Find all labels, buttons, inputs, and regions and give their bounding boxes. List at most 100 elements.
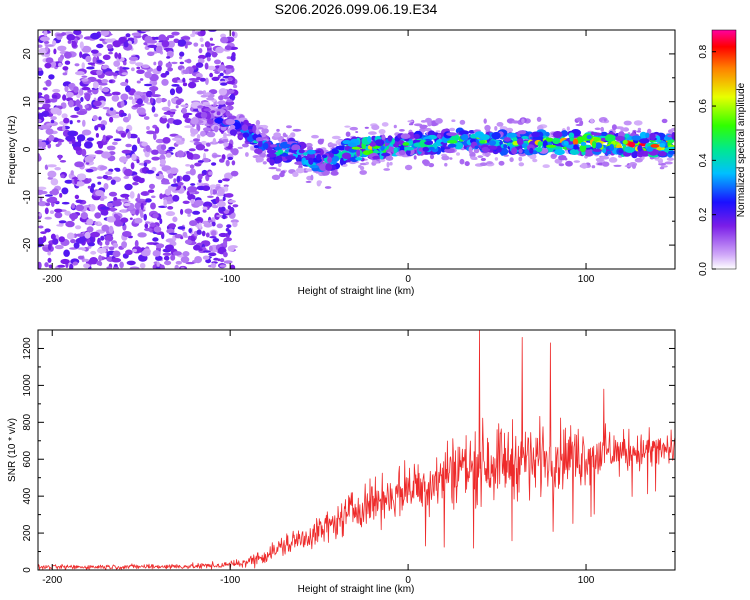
spectrogram-noise-cell — [102, 246, 110, 249]
spectrogram-signal-halo — [202, 127, 212, 132]
spectrogram-noise-cell — [130, 162, 135, 170]
spectrogram-noise-cell — [108, 225, 114, 234]
spectrogram-xtick-label: 100 — [578, 274, 595, 285]
spectrogram-signal-halo — [257, 127, 264, 130]
spectrogram-noise-cell — [220, 36, 229, 44]
spectrogram-noise-cell — [77, 173, 87, 181]
spectrogram-noise-cell — [141, 141, 148, 147]
spectrogram-signal-halo — [429, 154, 435, 160]
spectrogram-noise-cell — [171, 61, 178, 65]
spectrogram-noise-cell — [207, 65, 216, 71]
spectrogram-noise-cell — [100, 206, 110, 211]
spectrogram-noise-cell — [101, 224, 110, 232]
spectrogram-noise-cell — [231, 31, 235, 37]
spectrogram-signal-cell — [387, 135, 393, 142]
spectrogram-noise-cell — [95, 190, 105, 197]
spectrogram-signal-cell — [203, 108, 212, 112]
spectrogram-signal-halo — [355, 131, 359, 133]
spectrogram-noise-cell — [131, 144, 138, 152]
spectrogram-noise-cell — [95, 133, 99, 138]
spectrogram-signal-halo — [365, 161, 370, 165]
spectrogram-noise-cell — [163, 111, 172, 115]
spectrogram-signal-cell — [545, 131, 550, 137]
spectrogram-signal-halo — [615, 126, 624, 130]
spectrogram-noise-cell — [112, 266, 119, 269]
spectrogram-noise-cell — [197, 173, 203, 180]
spectrogram-signal-cell — [461, 134, 469, 141]
spectrogram-noise-cell — [227, 156, 234, 161]
spectrogram-signal-halo — [371, 124, 380, 130]
spectrogram-signal-cell — [331, 160, 337, 165]
spectrogram-signal-halo — [532, 158, 538, 163]
spectrogram-noise-cell — [100, 235, 105, 241]
spectrogram-signal-cell — [668, 150, 675, 155]
spectrogram-signal-cell — [545, 137, 554, 142]
spectrogram-noise-cell — [120, 193, 130, 198]
spectrogram-signal-cell — [649, 132, 656, 141]
spectrogram-signal-cell — [563, 140, 569, 146]
spectrogram-signal-halo — [424, 127, 432, 132]
spectrogram-ylabel: Frequency (Hz) — [7, 116, 18, 185]
spectrogram-noise-cell — [43, 94, 50, 100]
spectrogram-signal-cell — [447, 143, 457, 148]
spectrogram-noise-cell — [200, 140, 207, 146]
spectrogram-signal-cell — [479, 140, 486, 144]
spectrogram-noise-cell — [59, 160, 67, 163]
snr-ytick-label: 1000 — [22, 374, 33, 397]
spectrogram-signal-halo — [459, 119, 466, 125]
spectrogram-noise-cell — [159, 193, 164, 200]
spectrogram-signal-cell — [253, 145, 259, 149]
spectrogram-noise-cell — [75, 225, 82, 230]
spectrogram-noise-cell — [89, 204, 96, 212]
spectrogram-noise-cell — [144, 223, 149, 229]
spectrogram-noise-cell — [123, 176, 129, 179]
spectrogram-noise-cell — [45, 79, 52, 87]
spectrogram-noise-cell — [132, 248, 137, 253]
spectrogram-noise-cell — [80, 97, 84, 102]
spectrogram-noise-cell — [71, 40, 77, 48]
spectrogram-noise-cell — [202, 201, 213, 209]
spectrogram-noise-cell — [131, 153, 137, 161]
spectrogram-noise-cell — [129, 59, 136, 65]
spectrogram-noise-cell — [169, 113, 174, 118]
spectrogram-noise-cell — [74, 106, 80, 112]
spectrogram-noise-cell — [219, 264, 227, 268]
spectrogram-signal-halo — [518, 162, 525, 167]
spectrogram-noise-cell — [192, 210, 201, 215]
spectrogram-noise-cell — [131, 98, 136, 105]
spectrogram-noise-cell — [222, 196, 226, 201]
spectrogram-signal-halo — [200, 130, 206, 137]
spectrogram-noise-cell — [147, 51, 155, 57]
spectrogram-signal-halo — [449, 157, 453, 160]
spectrogram-noise-cell — [42, 235, 47, 242]
spectrogram-noise-cell — [160, 144, 167, 151]
spectrogram-noise-cell — [71, 138, 76, 144]
spectrogram-signal-halo — [389, 161, 393, 166]
spectrogram-noise-cell — [222, 240, 228, 247]
spectrogram-noise-cell — [227, 76, 233, 81]
spectrogram-signal-halo — [276, 128, 280, 132]
spectrogram-noise-cell — [129, 191, 135, 199]
spectrogram-signal-cell — [281, 153, 289, 157]
spectrogram-noise-cell — [102, 174, 109, 180]
colorbar-ticks: 0.0 0.2 0.4 0.6 0.8 — [698, 44, 716, 276]
spectrogram-noise-cell — [180, 256, 190, 263]
spectrogram-noise-cell — [114, 52, 119, 59]
spectrogram-heatmap — [38, 30, 675, 269]
spectrogram-noise-cell — [207, 195, 214, 198]
spectrogram-noise-cell — [170, 183, 179, 187]
spectrogram-noise-cell — [38, 186, 47, 190]
spectrogram-noise-cell — [124, 183, 133, 191]
spectrogram-signal-cell — [229, 129, 237, 136]
spectrogram-noise-cell — [194, 218, 202, 222]
spectrogram-ytick-label: -20 — [22, 237, 33, 252]
spectrogram-noise-cell — [38, 213, 42, 217]
spectrogram-signal-cell — [213, 125, 219, 133]
spectrogram-signal-cell — [606, 150, 612, 155]
spectrogram-noise-cell — [106, 44, 114, 49]
spectrogram-signal-cell — [381, 134, 386, 141]
spectrogram-signal-cell — [298, 149, 305, 154]
spectrogram-noise-cell — [231, 148, 239, 156]
spectrogram-noise-cell — [216, 223, 223, 229]
spectrogram-signal-cell — [481, 146, 491, 153]
